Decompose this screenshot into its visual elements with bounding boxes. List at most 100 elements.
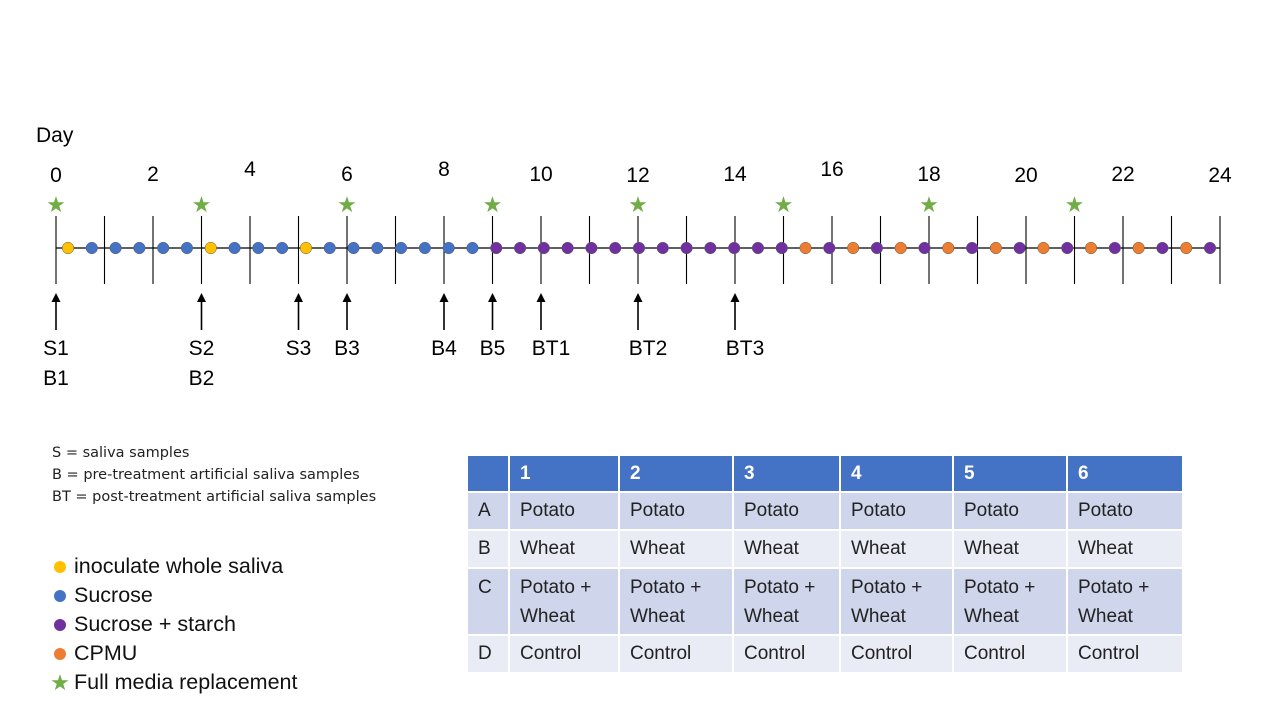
column-header (466, 454, 510, 493)
starch-dot (918, 241, 931, 255)
abbrev-saliva: S = saliva samples (52, 445, 190, 461)
table-cell: Control (732, 634, 841, 674)
starch-dot (656, 241, 669, 255)
arrow-head-icon (488, 293, 497, 302)
sample-marker: BT3 (726, 293, 765, 360)
arrow-head-icon (730, 293, 740, 302)
starch-dot (537, 241, 550, 255)
table-cell: Wheat (618, 529, 734, 569)
starch-dot (823, 241, 836, 255)
abbrev-pre-treatment: B = pre-treatment artificial saliva samp… (52, 467, 360, 483)
starch-dot (680, 241, 693, 255)
arrow-head-icon (51, 293, 61, 302)
arrow-head-icon (536, 293, 546, 302)
starch-dot (775, 241, 788, 255)
cpmu-dot (1037, 241, 1050, 255)
table-cell: Control (839, 634, 954, 674)
star-icon: ★ (50, 669, 70, 695)
sucrose-dot (442, 241, 455, 255)
arrow-head-icon (342, 293, 352, 302)
abbreviations: S = saliva samples B = pre-treatment art… (52, 445, 376, 511)
media-replacement-star-icon: ★ (628, 193, 648, 218)
sample-label: BT1 (532, 337, 571, 360)
sucrose-dot (323, 241, 336, 255)
starch-dot (1013, 241, 1026, 255)
table-cell: Potato (618, 491, 734, 531)
table-cell: Potato (508, 491, 620, 531)
starch-dot (513, 241, 527, 255)
starch-dot (632, 241, 646, 255)
sucrose-dot (466, 241, 479, 255)
table-cell: Potato + Wheat (508, 567, 620, 636)
table-cell: Control (952, 634, 1068, 674)
cpmu-dot (1132, 241, 1145, 255)
sample-label: BT3 (726, 337, 765, 360)
cpmu-dot (942, 241, 955, 255)
sucrose-dot (109, 241, 122, 255)
starch-dot (609, 241, 622, 255)
legend-item-cpmu: CPMU (46, 639, 297, 668)
arrow-head-icon (294, 293, 303, 302)
plate-layout-table: 1 2 3 4 5 6 A Potato Potato Potato Potat… (466, 454, 1184, 674)
starch-dot (870, 241, 883, 255)
row-header: B (466, 529, 510, 569)
sample-label: S1 (43, 337, 69, 360)
sample-marker: S3 (286, 293, 312, 360)
row-header: C (466, 567, 510, 636)
row-header: A (466, 491, 510, 531)
sucrose-dot (133, 241, 146, 255)
sample-label: B5 (480, 337, 506, 360)
legend-label: Full media replacement (74, 670, 298, 694)
day-tick-label: 24 (1208, 164, 1232, 187)
cpmu-dot-icon (54, 647, 66, 660)
day-tick-label: 6 (341, 163, 353, 186)
day-tick-label: 14 (723, 163, 747, 186)
day-tick-label: 12 (626, 164, 649, 187)
table-cell: Potato (839, 491, 954, 531)
starch-dot (561, 241, 574, 255)
sample-marker: B3 (334, 293, 360, 360)
table-cell: Potato + Wheat (839, 567, 954, 636)
sample-label: S3 (286, 337, 312, 360)
cpmu-dot (799, 241, 812, 255)
legend-item-inoculate: inoculate whole saliva (46, 552, 297, 581)
sample-marker: BT2 (629, 293, 667, 360)
sample-label: B4 (431, 337, 457, 360)
table-cell: Potato (952, 491, 1068, 531)
sample-marker: BT1 (532, 293, 571, 360)
day-tick-label: 22 (1111, 163, 1134, 186)
starch-dot (1108, 241, 1121, 255)
legend-item-media: ★ Full media replacement (46, 668, 297, 697)
cpmu-dot (1084, 241, 1098, 255)
table-cell: Potato + Wheat (732, 567, 841, 636)
table-cell: Wheat (952, 529, 1068, 569)
cpmu-dot (894, 241, 907, 255)
day-tick-label: 0 (50, 164, 62, 187)
inoculate-dot-icon (54, 560, 66, 573)
legend-label: Sucrose + starch (74, 612, 236, 636)
sucrose-dot (347, 241, 360, 255)
sucrose-dot (252, 241, 265, 255)
sucrose-dot-icon (54, 589, 66, 602)
table-cell: Wheat (732, 529, 841, 569)
day-tick-label: 10 (529, 163, 552, 186)
arrow-head-icon (633, 293, 643, 302)
day-tick-label: 18 (917, 163, 940, 186)
table-row: A Potato Potato Potato Potato Potato Pot… (466, 491, 1184, 531)
abbrev-post-treatment: BT = post-treatment artificial saliva sa… (52, 489, 377, 505)
row-header: D (466, 634, 510, 674)
starch-dot (704, 241, 717, 255)
sample-marker: B4 (431, 293, 457, 360)
starch-dot (728, 241, 741, 255)
sucrose-dot (85, 241, 98, 255)
media-replacement-star-icon: ★ (1065, 193, 1085, 218)
starch-dot (1156, 241, 1169, 255)
inoculate-dot (61, 241, 75, 255)
day-tick-label: 2 (147, 163, 159, 186)
table-cell: Wheat (839, 529, 954, 569)
arrow-head-icon (439, 293, 449, 302)
column-header: 5 (952, 454, 1068, 493)
media-replacement-star-icon: ★ (919, 193, 939, 218)
day-tick-label: 20 (1014, 164, 1037, 187)
